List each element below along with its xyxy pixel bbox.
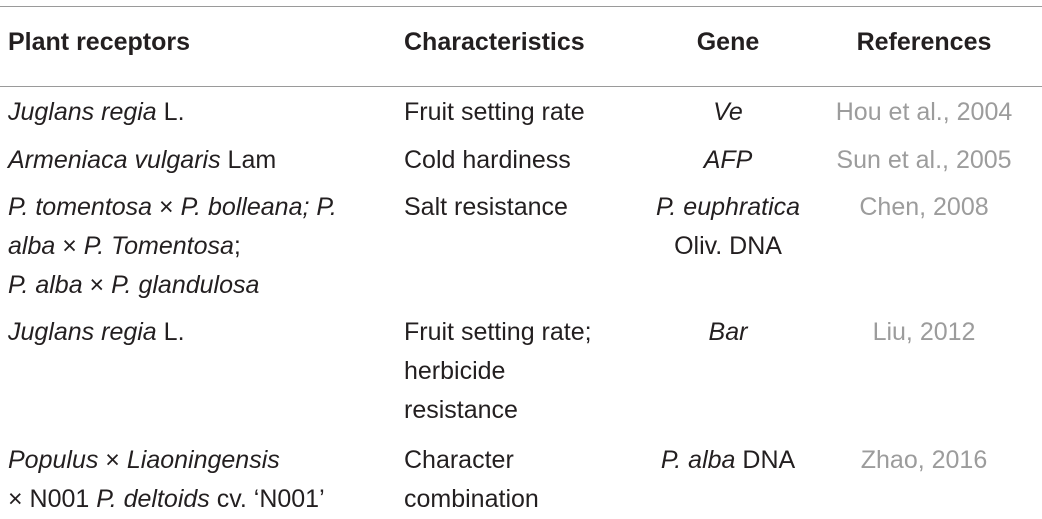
row-5-characteristics: Character combination xyxy=(404,446,539,513)
header-characteristics: Characteristics xyxy=(404,28,585,56)
row-4-reference: Liu, 2012 xyxy=(872,318,976,346)
table-top-rule xyxy=(0,6,1042,7)
header-references: References xyxy=(856,28,992,56)
row-5-plant: Populus × Liaoningensis × N001 P. deltoi… xyxy=(8,446,325,513)
row-4-plant: Juglans regia L. xyxy=(8,318,185,346)
row-1-gene: Ve xyxy=(713,98,743,126)
row-2-characteristics: Cold hardiness xyxy=(404,146,571,174)
row-4-characteristics: Fruit setting rate; herbicide resistance xyxy=(404,318,592,424)
row-3-gene: P. euphratica Oliv. DNA xyxy=(655,193,801,260)
row-1-plant: Juglans regia L. xyxy=(8,98,185,126)
row-2-gene: AFP xyxy=(703,146,753,174)
header-gene: Gene xyxy=(696,28,760,56)
row-5-reference: Zhao, 2016 xyxy=(860,446,988,474)
row-3-reference: Chen, 2008 xyxy=(859,193,989,221)
row-1-characteristics: Fruit setting rate xyxy=(404,98,585,126)
header-rule xyxy=(0,86,1042,87)
row-4-gene: Bar xyxy=(708,318,748,346)
row-3-plant: P. tomentosa × P. bolleana; P. alba × P.… xyxy=(8,193,337,299)
row-1-reference: Hou et al., 2004 xyxy=(835,98,1013,126)
header-plant-receptors: Plant receptors xyxy=(8,28,191,56)
row-5-gene: P. alba DNA xyxy=(660,446,796,474)
row-3-characteristics: Salt resistance xyxy=(404,193,568,221)
row-2-reference: Sun et al., 2005 xyxy=(836,146,1012,174)
row-2-plant: Armeniaca vulgaris Lam xyxy=(8,146,277,174)
